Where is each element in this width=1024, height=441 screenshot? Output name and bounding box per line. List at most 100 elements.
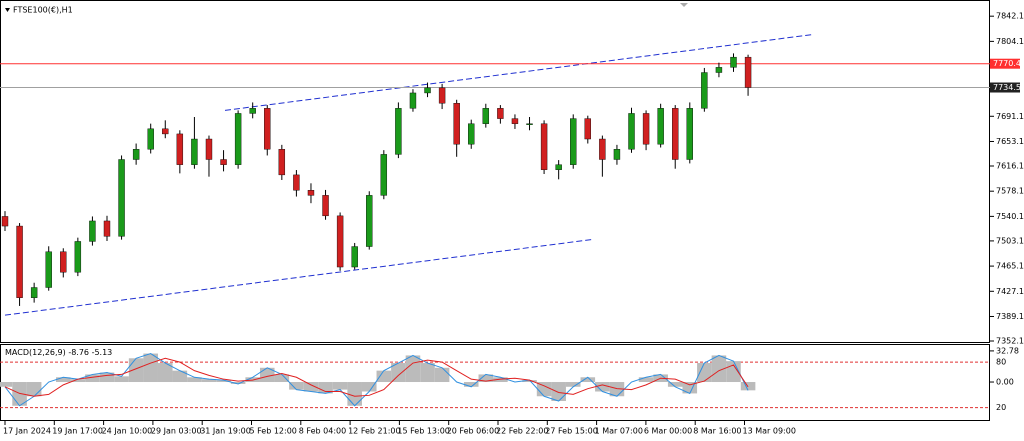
candle-body — [380, 154, 388, 196]
candle-body — [657, 108, 664, 145]
macd-bar — [26, 382, 42, 397]
macd-bar — [682, 382, 698, 394]
macd-bar — [551, 382, 566, 402]
candle-body — [322, 195, 329, 217]
x-tick-label: 6 Mar 00:00 — [644, 427, 692, 436]
candle-body — [599, 138, 606, 160]
shift-marker — [680, 3, 688, 7]
candle-body — [613, 149, 621, 160]
x-tick-label: 8 Feb 04:00 — [299, 427, 346, 436]
macd-bar — [201, 379, 217, 383]
candle-body — [220, 159, 227, 165]
price-label-box — [990, 58, 1020, 69]
candle-body — [1, 216, 9, 227]
macd-bar — [405, 355, 421, 383]
macd-bar — [638, 377, 654, 383]
macd-bar — [303, 382, 319, 392]
y-tick-label: 7389.1 — [996, 312, 1024, 321]
macd-bar — [463, 382, 479, 387]
macd-bar — [580, 377, 596, 383]
macd-title: MACD(12,26,9) -8.76 -5.13 — [5, 348, 112, 357]
candle-body — [293, 174, 300, 191]
macd-bar — [274, 374, 290, 383]
price-label-box — [990, 82, 1020, 93]
candle-body — [715, 67, 723, 73]
macd-bar — [114, 376, 129, 383]
main-frame — [0, 0, 990, 343]
candle-body — [147, 128, 154, 150]
candle-body — [176, 133, 184, 165]
macd-bar — [697, 363, 712, 383]
candle-body — [482, 108, 490, 124]
x-tick-label: 5 Feb 12:00 — [250, 427, 297, 436]
candle-body — [132, 149, 140, 160]
candle-body — [584, 118, 591, 140]
candle-body — [628, 113, 635, 150]
candle-body — [497, 108, 504, 119]
macd-signal-line — [4, 357, 749, 397]
macd-bar — [434, 367, 450, 383]
macd-bar — [332, 382, 348, 390]
x-tick-label: 20 Feb 06:00 — [447, 427, 499, 436]
candle-body — [60, 251, 67, 273]
y-tick-label: 7540.1 — [996, 212, 1024, 221]
candle-body — [642, 113, 650, 145]
candle-body — [686, 108, 693, 160]
candle-body — [395, 108, 402, 155]
candle-body — [89, 220, 96, 242]
macd-bar — [157, 363, 173, 383]
candle-body — [336, 215, 344, 268]
macd-label: MACD(12,26,9) -8.76 -5.13 — [5, 348, 112, 357]
macd-bar — [128, 358, 144, 383]
y-tick-label: 7578.1 — [996, 187, 1024, 196]
macd-bar — [347, 382, 362, 406]
trendline — [4, 238, 594, 316]
x-tick-label: 17 Jan 2024 — [3, 427, 51, 436]
macd-bar — [711, 355, 727, 383]
candle-body — [30, 287, 38, 298]
macd-y-tick-label: 32.78 — [996, 346, 1019, 355]
macd-bar — [595, 382, 610, 392]
candle-body — [409, 92, 417, 109]
macd-bar — [391, 363, 406, 383]
candle-body — [744, 56, 752, 88]
chart-title: FTSE100(€),H1 — [13, 6, 73, 15]
y-tick-label: 7804.1 — [996, 37, 1024, 46]
candle-body — [234, 113, 242, 165]
x-tick-label: 12 Feb 21:00 — [348, 427, 400, 436]
macd-bar — [478, 374, 494, 383]
macd-bar — [522, 380, 537, 383]
candle-body — [366, 195, 373, 247]
macd-level-label: 80 — [996, 358, 1006, 367]
candle-body — [453, 103, 460, 145]
macd-bar — [667, 382, 683, 387]
macd-bar — [0, 382, 13, 387]
y-tick-label: 7503.1 — [996, 236, 1024, 245]
candle-body — [526, 123, 533, 125]
price-label: 7734.5 — [993, 83, 1021, 92]
candle-body — [424, 87, 431, 94]
y-tick-label: 7653.1 — [996, 137, 1024, 146]
x-tick-label: 1 Mar 07:00 — [595, 427, 643, 436]
candle-body — [16, 225, 23, 298]
trendline — [224, 34, 813, 111]
macd-level-label: 20 — [996, 403, 1006, 412]
macd-bar — [376, 370, 392, 383]
macd-bar — [85, 374, 100, 383]
macd-bar — [216, 380, 231, 383]
x-tick-label: 29 Jan 03:00 — [151, 427, 202, 436]
candle-body — [570, 118, 577, 165]
candle-body — [45, 251, 52, 288]
candle-body — [205, 138, 213, 160]
x-tick-label: 22 Feb 22:00 — [496, 427, 548, 436]
candle-body — [511, 118, 519, 124]
price-label: 7770.4 — [993, 59, 1021, 68]
y-tick-label: 7352.1 — [996, 337, 1024, 346]
candle-body — [672, 108, 679, 160]
macd-bar — [70, 379, 86, 383]
candle-body — [701, 72, 708, 109]
y-tick-label: 7842.1 — [996, 12, 1024, 21]
macd-bar — [565, 382, 581, 387]
macd-bar — [318, 382, 333, 394]
